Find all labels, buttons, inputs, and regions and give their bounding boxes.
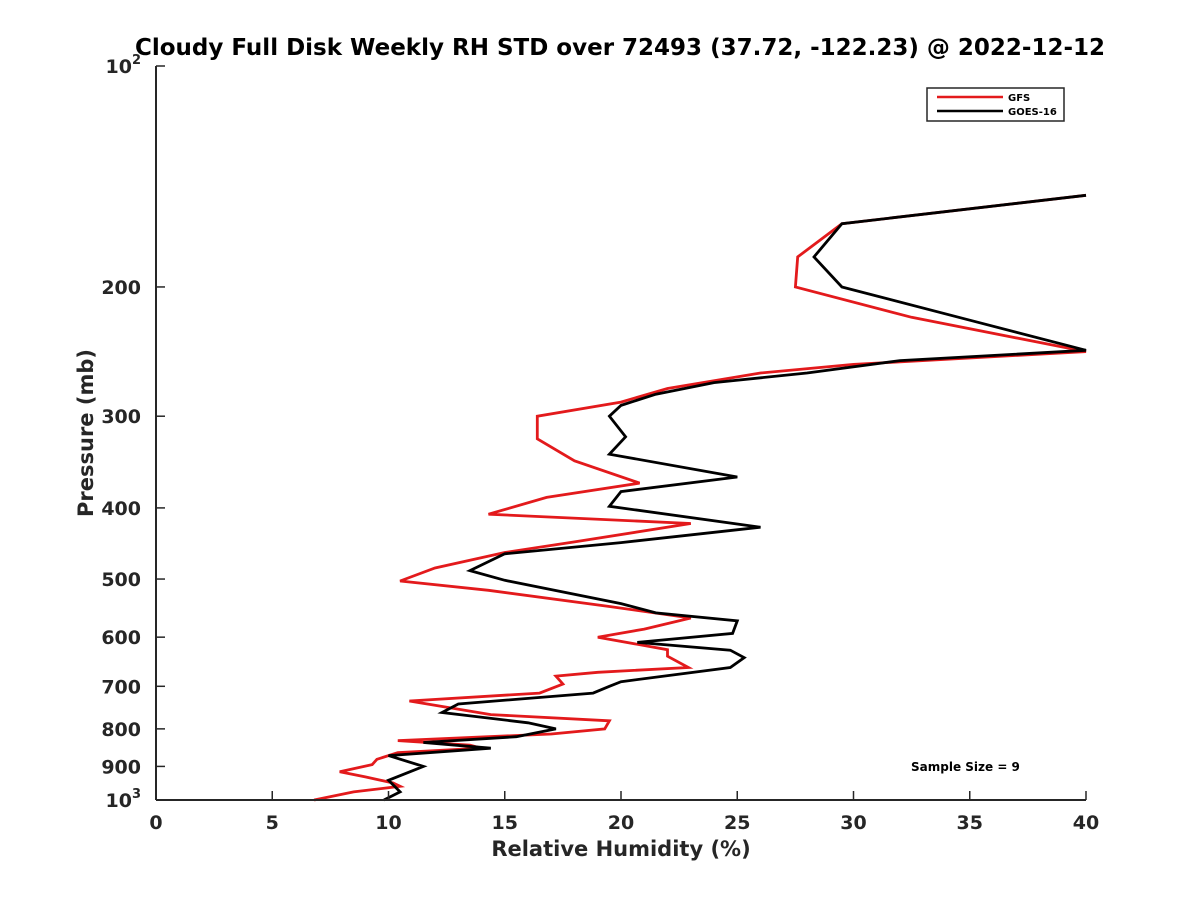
- y-tick-label: 400: [101, 498, 141, 520]
- y-tick-label: 300: [101, 406, 141, 428]
- chart-title: Cloudy Full Disk Weekly RH STD over 7249…: [135, 35, 1105, 61]
- x-tick-label: 35: [957, 812, 983, 834]
- x-tick-label: 15: [492, 812, 518, 834]
- x-tick-label: 25: [724, 812, 750, 834]
- x-tick-label: 40: [1073, 812, 1099, 834]
- x-tick-label: 20: [608, 812, 634, 834]
- y-tick-label: 700: [101, 676, 141, 698]
- y-tick-label: 102: [106, 53, 142, 78]
- y-tick-label: 500: [101, 569, 141, 591]
- sample-size-annotation: Sample Size = 9: [911, 760, 1020, 774]
- y-tick-label: 800: [101, 719, 141, 741]
- y-axis-label: Pressure (mb): [74, 349, 98, 517]
- x-axis-label: Relative Humidity (%): [491, 837, 750, 861]
- x-axis-ticks: 0 5 10 15 20 25 30 35 40: [149, 791, 1099, 834]
- y-tick-base: 10: [106, 790, 132, 812]
- legend-label-goes16: GOES-16: [1008, 107, 1057, 118]
- series-line-gfs: [313, 193, 1087, 802]
- legend-box: [926, 87, 1065, 122]
- y-tick-label: 103: [106, 787, 142, 812]
- y-tick-label: 900: [101, 756, 141, 778]
- y-tick-exponent: 2: [132, 53, 141, 68]
- legend-label-gfs: GFS: [1008, 93, 1030, 104]
- legend: GFS GOES-16: [926, 87, 1065, 122]
- series-layer: [313, 193, 1087, 802]
- x-tick-label: 30: [840, 812, 866, 834]
- y-tick-exponent: 3: [132, 787, 141, 802]
- x-tick-label: 0: [149, 812, 162, 834]
- x-tick-label: 10: [375, 812, 401, 834]
- x-tick-label: 5: [266, 812, 279, 834]
- y-tick-label: 600: [101, 627, 141, 649]
- y-tick-label: 200: [101, 277, 141, 299]
- series-line-goes-16: [383, 193, 1087, 802]
- y-tick-base: 10: [106, 56, 132, 78]
